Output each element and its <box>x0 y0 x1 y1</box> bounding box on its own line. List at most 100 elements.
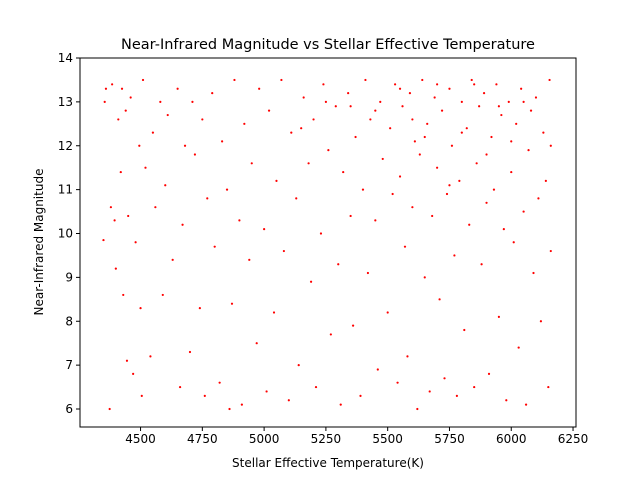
point <box>411 118 414 121</box>
point <box>141 78 145 82</box>
point <box>386 311 389 314</box>
point <box>448 184 451 187</box>
x-tick-label: 5500 <box>372 432 403 446</box>
point <box>265 390 268 393</box>
point <box>334 105 337 108</box>
point <box>431 214 434 218</box>
y-tick-label: 14 <box>58 51 73 65</box>
point <box>349 105 352 108</box>
y-tick-label: 10 <box>58 227 73 241</box>
point <box>480 263 483 266</box>
point <box>463 328 466 332</box>
point <box>104 87 108 90</box>
point <box>458 179 461 182</box>
point <box>206 197 209 200</box>
point <box>403 245 407 248</box>
point <box>166 113 169 117</box>
y-tick-label: 6 <box>65 402 73 416</box>
point <box>113 219 116 222</box>
point <box>111 83 114 86</box>
point <box>218 381 221 384</box>
point <box>416 407 419 411</box>
point <box>423 276 426 279</box>
x-tick-label: 5750 <box>434 432 465 446</box>
point <box>240 403 243 406</box>
point <box>178 385 182 389</box>
point <box>295 197 298 200</box>
point <box>470 78 473 82</box>
point <box>398 87 402 90</box>
point <box>421 78 424 82</box>
point <box>522 100 525 103</box>
point <box>485 201 488 204</box>
point <box>548 78 551 82</box>
point <box>500 113 503 117</box>
point <box>418 153 421 156</box>
point <box>193 153 197 156</box>
point <box>183 144 187 147</box>
point <box>369 118 372 121</box>
point <box>547 385 550 389</box>
point <box>505 399 508 402</box>
point <box>549 144 552 147</box>
point <box>436 83 439 86</box>
point <box>379 100 382 103</box>
point <box>510 140 513 143</box>
point <box>544 179 547 182</box>
x-axis-label: Stellar Effective Temperature(K) <box>232 456 424 470</box>
point <box>164 184 167 187</box>
point <box>510 170 513 174</box>
point <box>108 407 111 411</box>
x-tick-label: 5250 <box>311 432 342 446</box>
point <box>225 188 229 191</box>
point <box>537 197 540 200</box>
point <box>275 179 278 182</box>
point <box>140 394 143 397</box>
point <box>411 206 414 209</box>
point <box>342 170 345 174</box>
point <box>188 350 192 354</box>
point <box>243 122 246 125</box>
point <box>319 232 323 235</box>
point <box>297 364 300 367</box>
point <box>433 96 436 99</box>
point <box>389 127 392 130</box>
point <box>492 188 496 191</box>
point <box>460 131 463 134</box>
point <box>448 87 451 90</box>
point <box>144 166 147 169</box>
point <box>549 249 552 253</box>
point <box>485 153 488 156</box>
point <box>450 144 454 147</box>
point <box>267 109 271 112</box>
point <box>502 228 505 231</box>
point <box>423 135 426 139</box>
point <box>465 127 468 130</box>
point <box>132 372 135 376</box>
point <box>124 109 127 112</box>
point <box>324 100 327 103</box>
point <box>309 280 313 283</box>
point <box>515 122 518 125</box>
point <box>250 162 253 165</box>
point <box>532 271 535 275</box>
point <box>391 192 394 196</box>
point <box>440 109 444 112</box>
point <box>381 157 384 161</box>
point <box>109 206 112 209</box>
point <box>443 377 446 380</box>
point <box>120 87 124 90</box>
point <box>176 87 179 90</box>
y-tick-label: 11 <box>58 183 73 197</box>
point <box>300 127 303 130</box>
point <box>539 320 543 323</box>
y-tick-label: 9 <box>65 270 73 284</box>
point <box>154 206 157 209</box>
point <box>408 92 412 95</box>
point <box>138 144 141 147</box>
point <box>191 100 194 103</box>
point <box>354 135 357 139</box>
point <box>151 131 155 134</box>
point <box>337 263 340 266</box>
point <box>161 293 164 297</box>
